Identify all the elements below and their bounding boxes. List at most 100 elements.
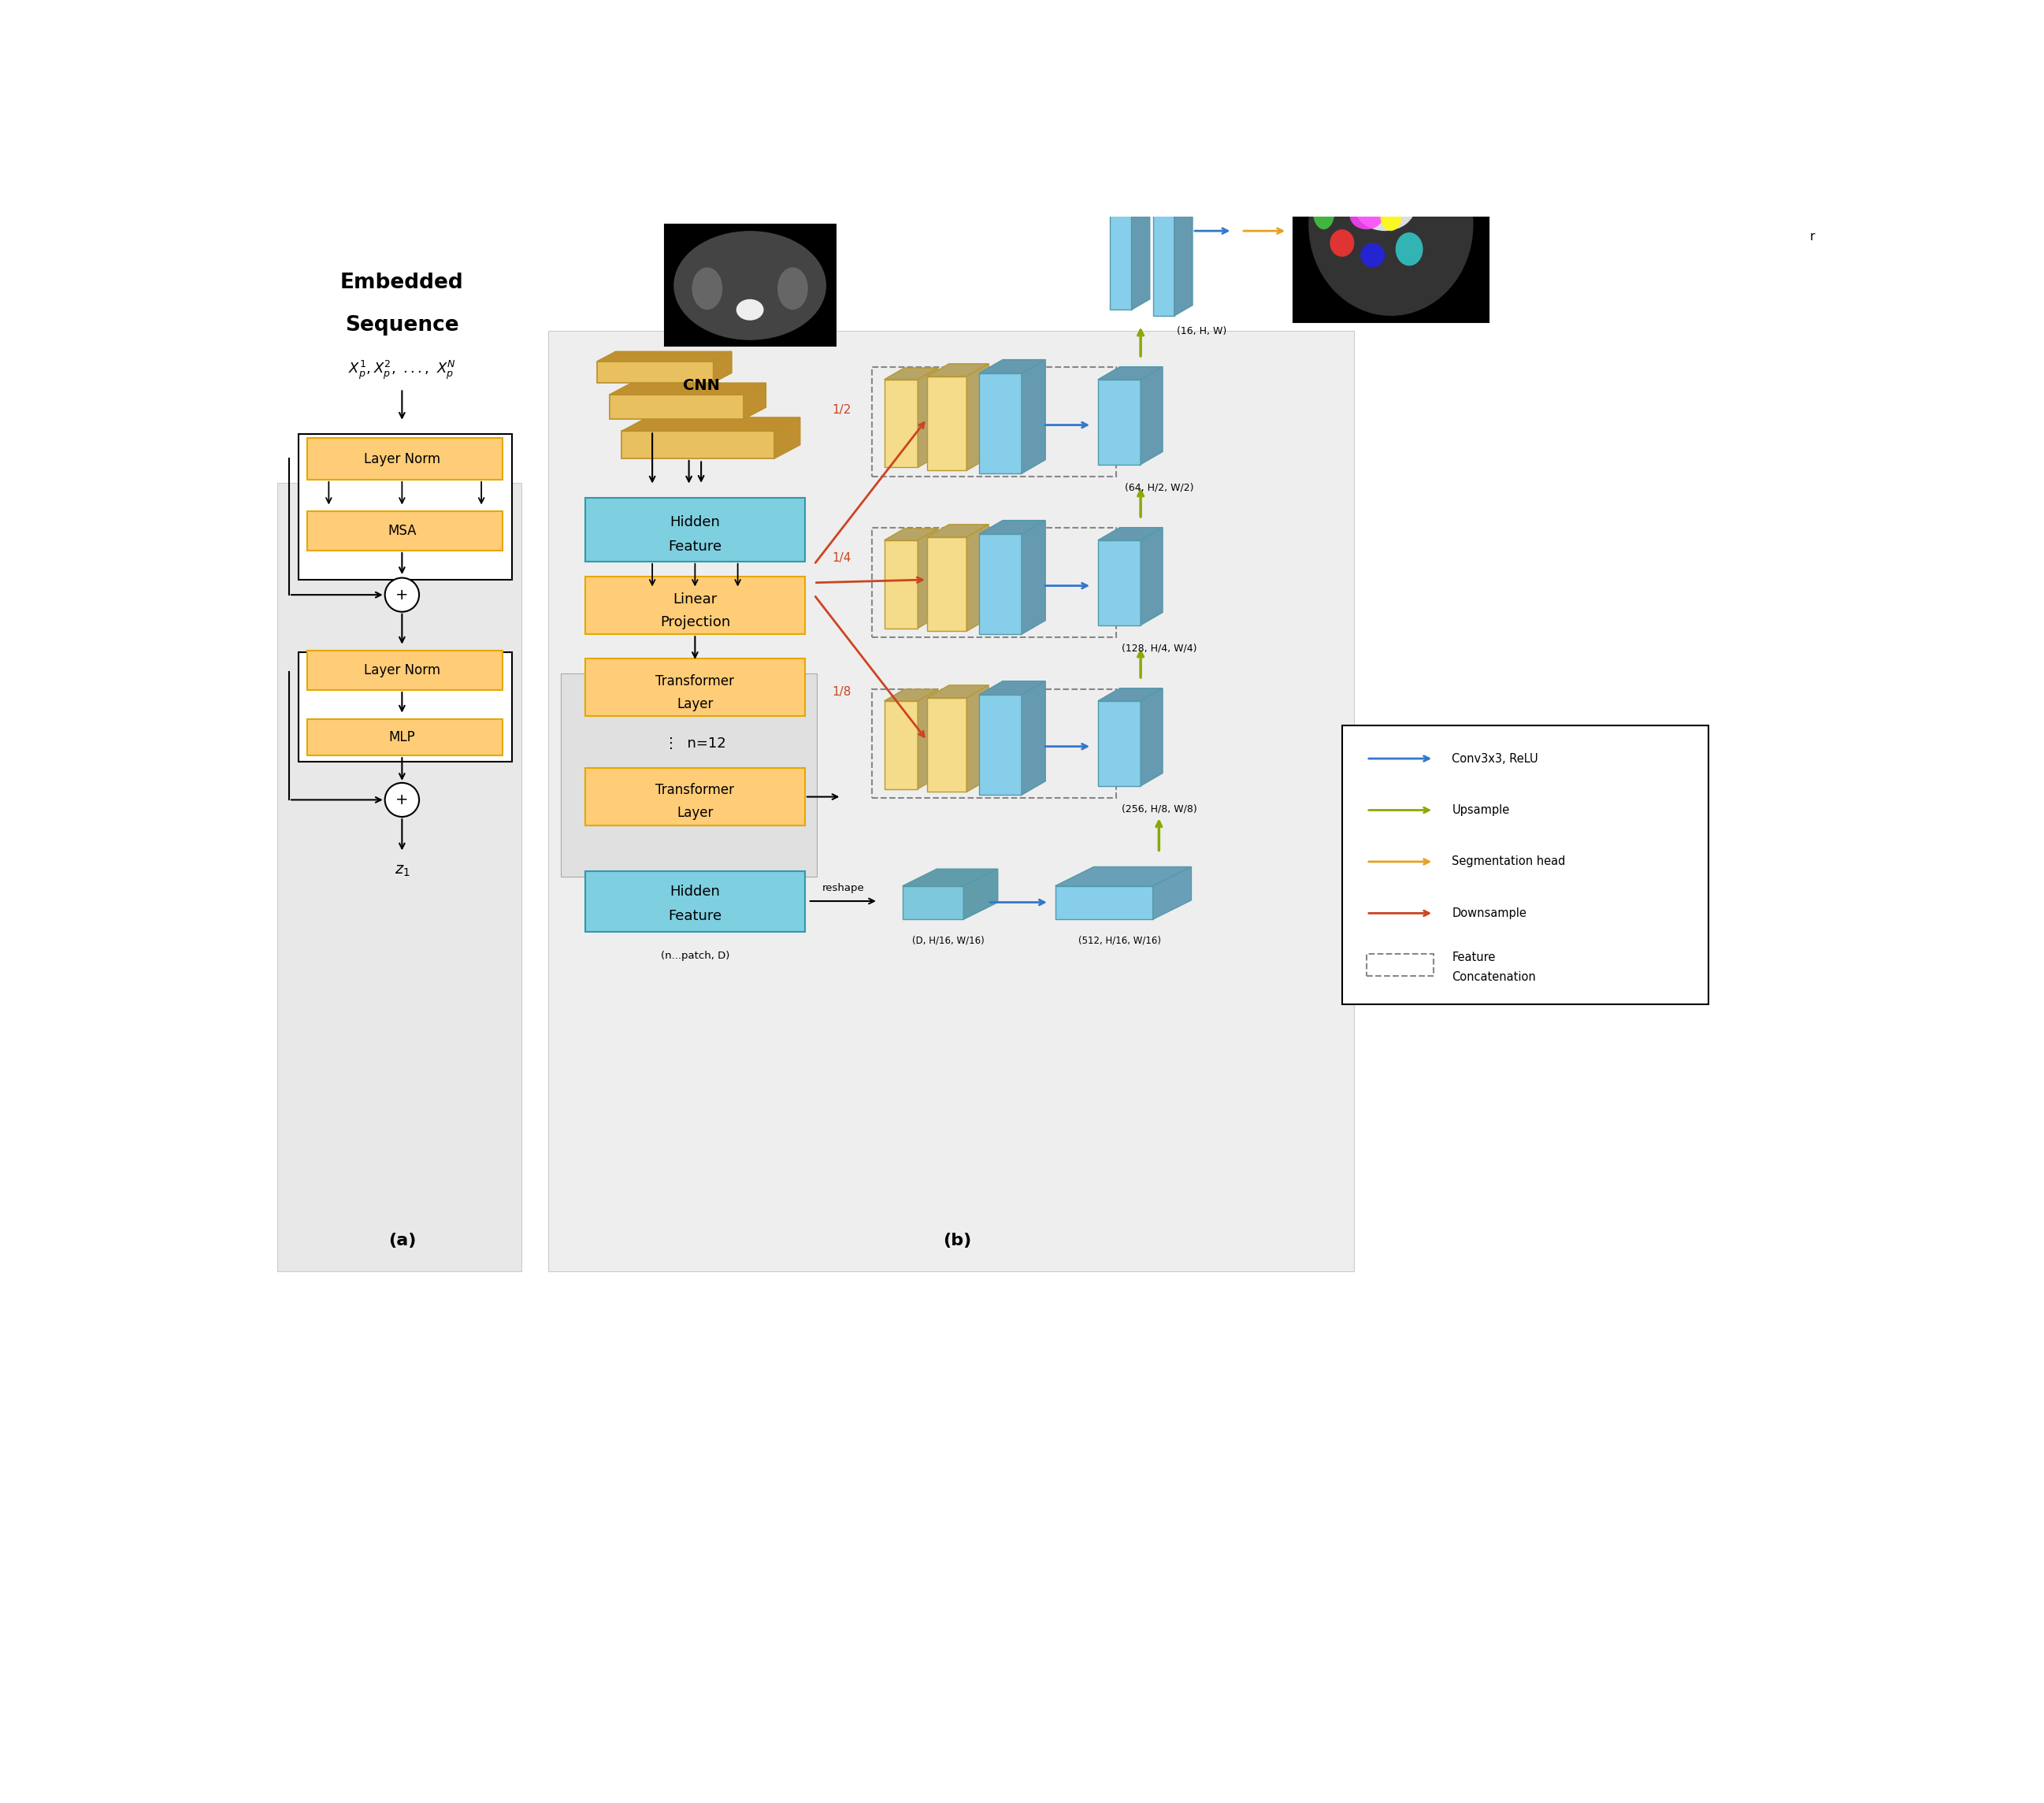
Text: Segmentation head: Segmentation head [1451, 856, 1566, 867]
Polygon shape [1055, 867, 1192, 885]
Polygon shape [1022, 521, 1044, 635]
Bar [873, 528, 1116, 636]
Circle shape [384, 577, 419, 611]
Ellipse shape [1361, 243, 1386, 267]
Text: (512, H/16, W/16): (512, H/16, W/16) [1077, 936, 1161, 945]
Bar [664, 225, 836, 346]
Text: Transformer: Transformer [656, 674, 734, 689]
Text: Downsample: Downsample [1451, 907, 1527, 920]
Polygon shape [979, 521, 1044, 534]
Text: (16, H, W): (16, H, W) [1177, 326, 1226, 335]
Polygon shape [1132, 130, 1151, 310]
Polygon shape [928, 364, 989, 377]
Text: Layer Norm: Layer Norm [364, 664, 439, 678]
Polygon shape [1141, 366, 1163, 465]
Polygon shape [979, 694, 1022, 795]
Polygon shape [967, 364, 989, 471]
Text: (128, H/4, W/4): (128, H/4, W/4) [1122, 644, 1196, 653]
Bar [560, 674, 818, 876]
Bar [585, 577, 805, 635]
Text: +: + [394, 588, 409, 602]
Polygon shape [979, 359, 1044, 373]
Polygon shape [1098, 379, 1141, 465]
Text: $\mathit{X}^1_p, \mathit{X}^2_p, \ ..., \ \mathit{X}^N_p$: $\mathit{X}^1_p, \mathit{X}^2_p, \ ..., … [347, 359, 456, 382]
Bar [873, 689, 1116, 799]
Polygon shape [928, 377, 967, 471]
Ellipse shape [693, 267, 722, 310]
Polygon shape [979, 534, 1022, 635]
Text: Sequence: Sequence [345, 316, 460, 335]
Polygon shape [713, 352, 732, 382]
Polygon shape [1098, 689, 1163, 701]
Polygon shape [775, 418, 799, 458]
Text: r: r [1809, 231, 1815, 243]
Bar [585, 768, 805, 826]
Text: (D, H/16, W/16): (D, H/16, W/16) [912, 936, 985, 945]
Text: Hidden: Hidden [670, 516, 719, 528]
Polygon shape [1098, 528, 1163, 541]
Polygon shape [1022, 682, 1044, 795]
Bar [1367, 954, 1433, 975]
Bar [548, 332, 1355, 1271]
Bar [1343, 725, 1709, 1004]
Ellipse shape [1349, 202, 1384, 229]
Polygon shape [885, 368, 938, 379]
Polygon shape [979, 682, 1044, 694]
Polygon shape [1153, 141, 1173, 316]
Polygon shape [885, 701, 918, 790]
Polygon shape [967, 525, 989, 631]
Polygon shape [1098, 366, 1163, 379]
Polygon shape [609, 395, 744, 418]
Text: 1/4: 1/4 [832, 552, 850, 564]
Polygon shape [1110, 130, 1151, 141]
Bar [298, 653, 511, 761]
Text: reshape: reshape [822, 883, 865, 892]
Polygon shape [597, 352, 732, 361]
Ellipse shape [1312, 197, 1335, 229]
Text: Concatenation: Concatenation [1451, 972, 1535, 983]
Text: (256, H/8, W/8): (256, H/8, W/8) [1122, 804, 1196, 813]
Polygon shape [928, 685, 989, 698]
Bar [1294, 115, 1488, 323]
Polygon shape [903, 885, 963, 920]
Polygon shape [928, 537, 967, 631]
Polygon shape [903, 869, 997, 885]
Polygon shape [963, 869, 997, 920]
Bar [307, 510, 503, 550]
Polygon shape [1098, 701, 1141, 786]
Text: Projection: Projection [660, 615, 730, 629]
Polygon shape [744, 382, 766, 418]
Text: Conv3x3, ReLU: Conv3x3, ReLU [1451, 752, 1539, 764]
Polygon shape [1098, 541, 1141, 626]
Text: MLP: MLP [388, 730, 415, 745]
Bar [585, 498, 805, 561]
Ellipse shape [1331, 229, 1355, 256]
Text: 1/8: 1/8 [832, 685, 850, 698]
Text: (n...patch, D): (n...patch, D) [660, 950, 730, 961]
Bar [873, 368, 1116, 476]
Text: Transformer: Transformer [656, 783, 734, 797]
Polygon shape [885, 689, 938, 701]
Polygon shape [918, 368, 938, 467]
Bar [298, 435, 511, 579]
Polygon shape [979, 373, 1022, 474]
Text: Feature: Feature [668, 909, 722, 923]
Text: (64, H/2, W/2): (64, H/2, W/2) [1124, 483, 1194, 492]
Bar [585, 658, 805, 716]
Ellipse shape [1380, 200, 1402, 231]
Bar [307, 719, 503, 755]
Bar [276, 483, 521, 1271]
Polygon shape [885, 528, 938, 541]
Text: (a): (a) [388, 1233, 415, 1249]
Text: Upsample: Upsample [1451, 804, 1511, 817]
Ellipse shape [1308, 133, 1474, 316]
Polygon shape [1153, 867, 1192, 920]
Ellipse shape [777, 267, 807, 310]
Text: (b): (b) [942, 1233, 971, 1249]
Text: 1/2: 1/2 [832, 404, 850, 416]
Polygon shape [885, 379, 918, 467]
Text: Layer: Layer [677, 698, 713, 710]
Polygon shape [609, 382, 766, 395]
Polygon shape [1022, 359, 1044, 474]
Text: Embedded: Embedded [339, 272, 464, 292]
